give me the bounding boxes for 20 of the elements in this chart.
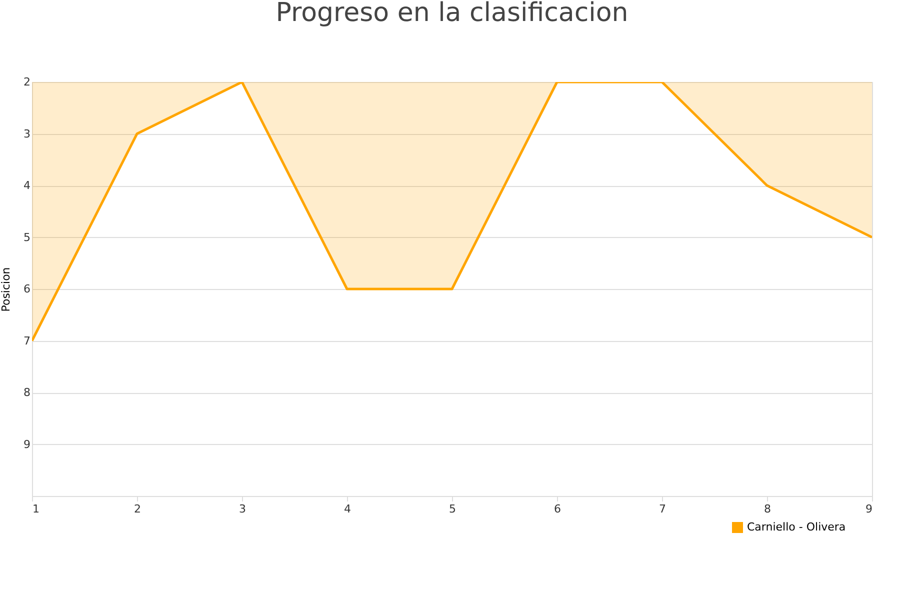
y-tick-label: 2 [24,76,30,88]
x-tick-label: 7 [659,502,666,516]
y-tick-label: 7 [24,334,30,348]
y-axis-title: Posicion [0,267,12,312]
y-tick-label: 4 [24,179,30,192]
legend-label: Carniello - Olivera [747,520,846,534]
x-tick-label: 3 [239,502,246,516]
x-tick-label: 9 [866,502,872,516]
chart-title: Progreso en la clasificacion [276,0,628,28]
y-tick-label: 3 [24,127,30,140]
x-tick-label: 8 [764,502,771,516]
x-tick-label: 6 [554,502,561,516]
y-tick-label: 8 [24,386,30,399]
y-tick-label: 9 [24,438,30,451]
y-tick-label: 5 [24,230,30,244]
x-tick-label: 5 [449,502,456,516]
y-tick-label: 6 [24,282,30,296]
x-tick-label: 1 [32,502,40,516]
x-tick-label: 2 [134,502,141,516]
x-tick-label: 4 [344,502,351,516]
